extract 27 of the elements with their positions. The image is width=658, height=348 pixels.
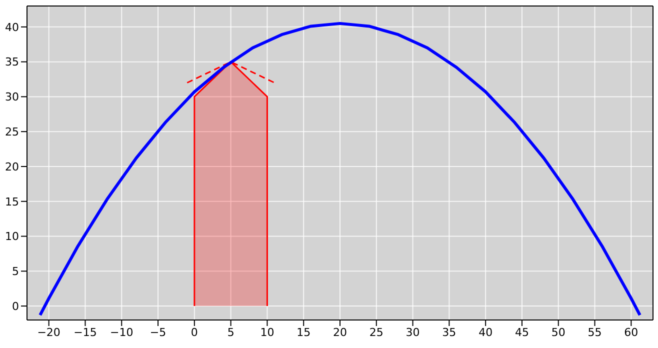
x-tick-label: −20: [37, 326, 60, 339]
x-tick-label: −5: [150, 326, 166, 339]
y-tick-label: 25: [5, 126, 19, 139]
y-tick-label: 35: [5, 56, 19, 69]
x-tick-label: 60: [624, 326, 638, 339]
y-tick-label: 15: [5, 195, 19, 208]
y-tick-label: 10: [5, 230, 19, 244]
x-tick-label: 50: [551, 326, 566, 339]
y-tick-label: 0: [12, 300, 19, 313]
x-tick-label: 40: [478, 326, 493, 339]
y-tick-label: 40: [5, 20, 19, 34]
x-tick-label: 30: [406, 326, 420, 339]
x-tick-label: 10: [260, 326, 274, 339]
y-tick-label: 20: [5, 160, 19, 174]
x-tick-label: 25: [369, 326, 384, 339]
y-tick-label: 5: [12, 265, 19, 278]
x-tick-label: −15: [74, 326, 97, 339]
x-tick-label: 0: [190, 326, 198, 339]
x-tick-label: 35: [442, 326, 456, 339]
x-tick-label: 5: [227, 326, 234, 339]
x-tick-label: 15: [296, 326, 311, 339]
x-tick-label: 55: [588, 326, 602, 339]
x-tick-label: −10: [110, 326, 134, 339]
line-series: [38, 22, 642, 317]
x-tick-label: 45: [514, 326, 529, 339]
x-tick-label: 20: [333, 326, 347, 339]
y-tick-label: 30: [5, 90, 19, 104]
